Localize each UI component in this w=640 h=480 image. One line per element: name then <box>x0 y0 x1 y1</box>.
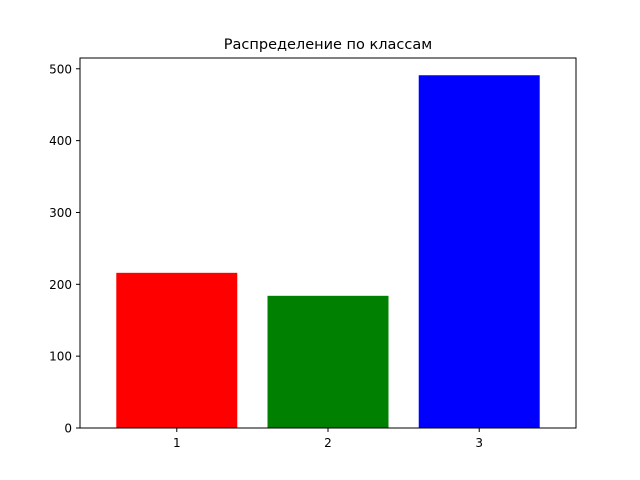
y-tick-label-100: 100 <box>49 350 72 364</box>
x-axis: 1 2 3 <box>173 428 483 450</box>
y-axis: 0 100 200 300 400 500 <box>49 62 80 436</box>
x-tick-label-3: 3 <box>475 436 483 450</box>
x-tick-label-2: 2 <box>324 436 332 450</box>
y-tick-label-200: 200 <box>49 278 72 292</box>
x-tick-label-1: 1 <box>173 436 181 450</box>
y-tick-label-400: 400 <box>49 134 72 148</box>
bars-group <box>116 75 540 429</box>
y-tick-label-0: 0 <box>64 422 72 436</box>
bar-3 <box>418 75 540 429</box>
chart-title: Распределение по классам <box>224 37 432 53</box>
y-tick-label-300: 300 <box>49 206 72 220</box>
y-tick-label-500: 500 <box>49 62 72 76</box>
bar-2 <box>267 295 389 428</box>
bar-1 <box>116 272 238 428</box>
axes-frame <box>79 57 577 429</box>
